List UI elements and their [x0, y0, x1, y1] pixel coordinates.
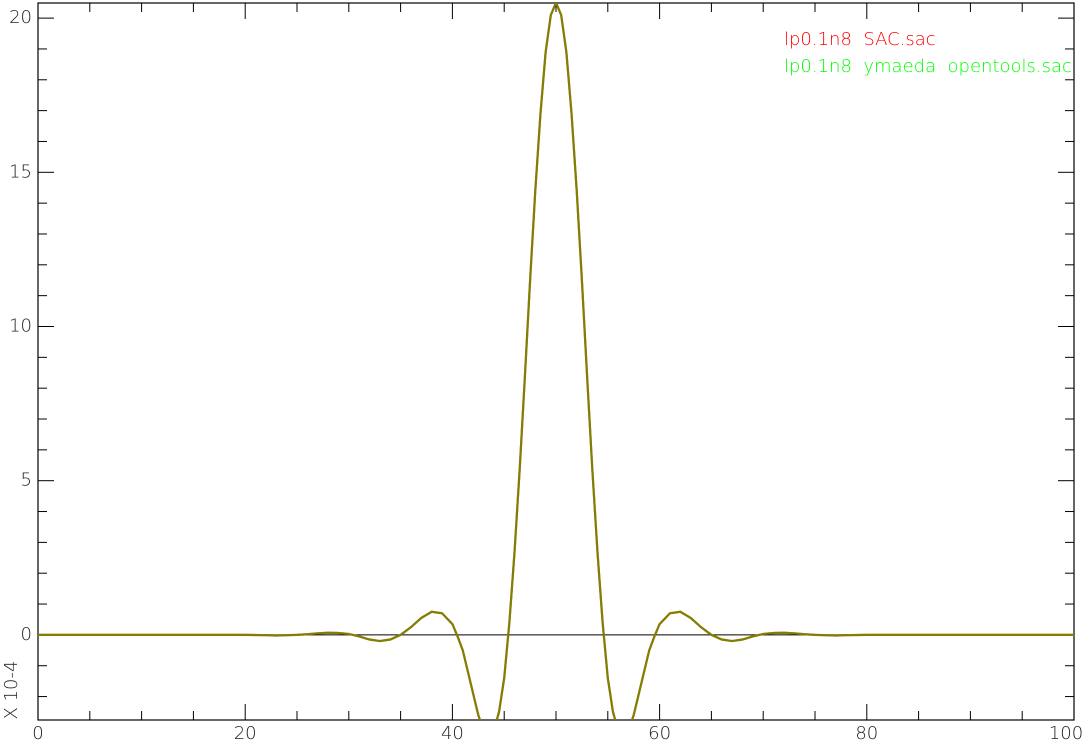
legend-entry: lp0.1n8 ymaeda opentools.sac — [784, 56, 1072, 77]
x-tick-label: 80 — [855, 723, 878, 744]
x-tick-label: 40 — [441, 723, 464, 744]
y-axis-label: X 10-4 — [1, 661, 22, 720]
y-tick-label: 10 — [9, 315, 32, 336]
y-tick-label: 20 — [9, 7, 32, 28]
x-tick-label: 100 — [1049, 723, 1083, 744]
x-tick-label: 20 — [234, 723, 257, 744]
plot-frame — [37, 2, 1075, 721]
plot-area — [38, 3, 1074, 720]
y-tick-label: 5 — [21, 470, 32, 491]
series-line — [38, 3, 1074, 720]
x-tick-label: 60 — [648, 723, 671, 744]
y-tick-label: 15 — [9, 161, 32, 182]
x-tick-label: 0 — [32, 723, 43, 744]
series-line — [38, 3, 1074, 720]
legend-entry: lp0.1n8 SAC.sac — [784, 29, 936, 50]
y-tick-label: 0 — [21, 624, 32, 645]
